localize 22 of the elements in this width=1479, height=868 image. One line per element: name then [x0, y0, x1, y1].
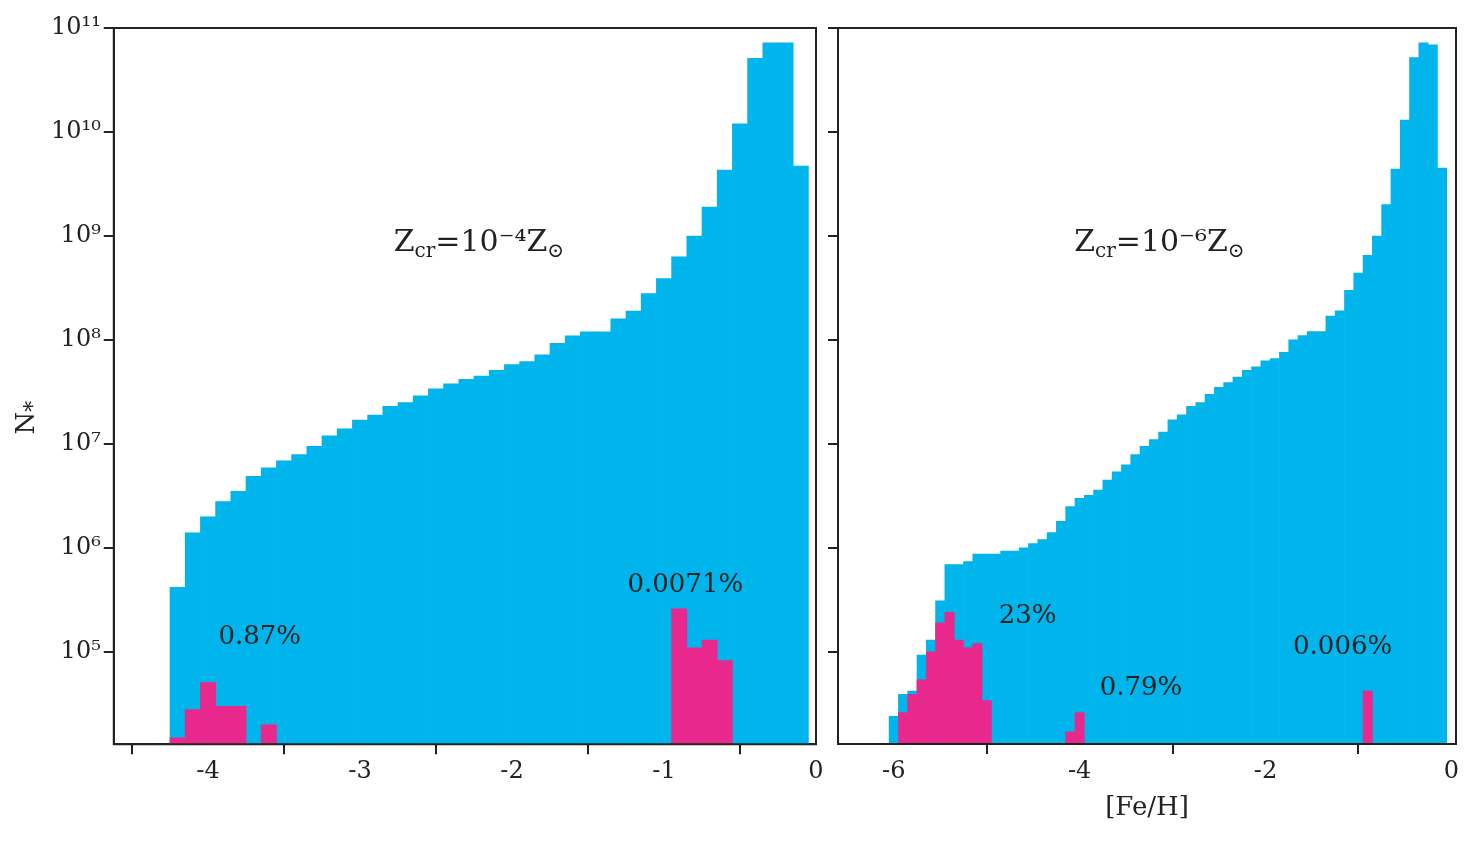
- x-tick-label: -6: [882, 755, 906, 784]
- annotation: 0.87%: [218, 619, 302, 650]
- y-tick-label: 10⁵: [60, 636, 101, 665]
- x-tick-label: -2: [500, 755, 524, 784]
- y-tick-label: 10⁸: [60, 324, 101, 353]
- y-tick-label: 10¹⁰: [51, 116, 101, 145]
- annotation: 23%: [998, 599, 1057, 630]
- y-tick-label: 10¹¹: [51, 12, 101, 41]
- annotation: 0.006%: [1293, 630, 1393, 661]
- x-axis-title: [Fe/H]: [1105, 791, 1189, 822]
- x-tick-label: -4: [196, 755, 220, 784]
- y-tick-label: 10⁹: [60, 220, 102, 249]
- annotation: 0.0071%: [627, 567, 744, 598]
- y-tick-label: 10⁶: [60, 532, 101, 561]
- x-tick-label: -3: [348, 755, 372, 784]
- annotation: 0.79%: [1099, 670, 1183, 701]
- x-tick-label: -2: [1253, 755, 1278, 784]
- x-tick-label: -1: [652, 755, 676, 784]
- x-tick-label: 0: [1443, 755, 1459, 784]
- x-tick-label: -4: [1067, 755, 1092, 784]
- y-tick-label: 10⁷: [60, 428, 101, 457]
- x-tick-label: 0: [808, 755, 824, 784]
